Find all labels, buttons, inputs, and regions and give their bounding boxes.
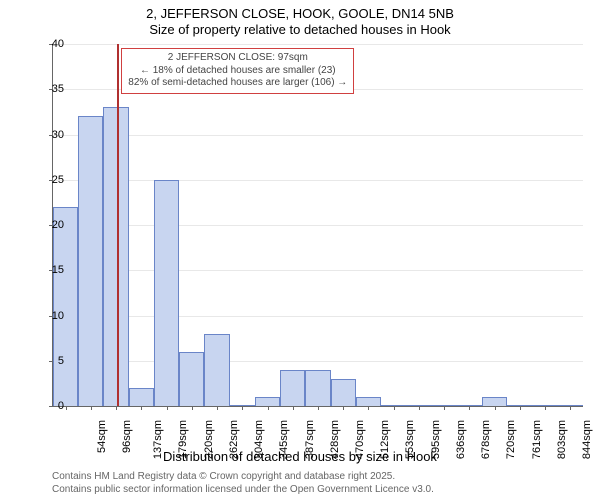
property-marker-line — [117, 44, 119, 406]
annotation-line3: 82% of semi-detached houses are larger (… — [128, 77, 347, 88]
xtick-mark — [495, 406, 496, 410]
xtick-label: 595sqm — [430, 420, 442, 459]
xtick-mark — [394, 406, 395, 410]
ytick-mark — [49, 406, 53, 407]
ytick-label: 15 — [52, 264, 64, 276]
grid-line — [53, 135, 583, 136]
footnote-line2: Contains public sector information licen… — [52, 484, 434, 495]
xtick-mark — [520, 406, 521, 410]
xtick-label: 304sqm — [253, 420, 265, 459]
xtick-label: 844sqm — [581, 420, 593, 459]
histogram-bar — [204, 334, 229, 406]
xtick-mark — [545, 406, 546, 410]
xtick-label: 678sqm — [480, 420, 492, 459]
xtick-mark — [368, 406, 369, 410]
histogram-bar — [179, 352, 204, 406]
chart-title-line1: 2, JEFFERSON CLOSE, HOOK, GOOLE, DN14 5N… — [0, 6, 600, 21]
xtick-label: 512sqm — [379, 420, 391, 459]
ytick-label: 0 — [58, 400, 64, 412]
xtick-label: 803sqm — [556, 420, 568, 459]
xtick-label: 720sqm — [506, 420, 518, 459]
footnote: Contains HM Land Registry data © Crown c… — [52, 471, 434, 496]
histogram-bar — [154, 180, 179, 406]
xtick-mark — [116, 406, 117, 410]
xtick-label: 137sqm — [152, 420, 164, 459]
xtick-label: 553sqm — [405, 420, 417, 459]
chart-container: 2, JEFFERSON CLOSE, HOOK, GOOLE, DN14 5N… — [0, 0, 600, 500]
ytick-label: 30 — [52, 129, 64, 141]
xtick-mark — [141, 406, 142, 410]
xtick-mark — [318, 406, 319, 410]
xtick-mark — [469, 406, 470, 410]
grid-line — [53, 225, 583, 226]
xtick-mark — [242, 406, 243, 410]
xtick-label: 761sqm — [531, 420, 543, 459]
ytick-label: 10 — [52, 310, 64, 322]
grid-line — [53, 361, 583, 362]
xtick-label: 220sqm — [203, 420, 215, 459]
ytick-label: 20 — [52, 219, 64, 231]
xtick-mark — [217, 406, 218, 410]
xtick-label: 470sqm — [354, 420, 366, 459]
histogram-bar — [356, 397, 381, 406]
xtick-label: 96sqm — [121, 420, 133, 453]
xtick-label: 179sqm — [177, 420, 189, 459]
xtick-mark — [570, 406, 571, 410]
xtick-label: 54sqm — [96, 420, 108, 453]
histogram-bar — [482, 397, 507, 406]
histogram-bar — [53, 207, 78, 406]
xtick-label: 345sqm — [278, 420, 290, 459]
grid-line — [53, 180, 583, 181]
chart-title-line2: Size of property relative to detached ho… — [0, 22, 600, 37]
xtick-mark — [91, 406, 92, 410]
xtick-mark — [444, 406, 445, 410]
xtick-mark — [419, 406, 420, 410]
ytick-label: 25 — [52, 174, 64, 186]
grid-line — [53, 270, 583, 271]
xtick-mark — [293, 406, 294, 410]
xtick-mark — [167, 406, 168, 410]
annotation-box: 2 JEFFERSON CLOSE: 97sqm ← 18% of detache… — [121, 48, 354, 94]
histogram-bar — [305, 370, 330, 406]
xtick-mark — [268, 406, 269, 410]
ytick-label: 35 — [52, 83, 64, 95]
xtick-mark — [66, 406, 67, 410]
histogram-bar — [280, 370, 305, 406]
histogram-bar — [103, 107, 128, 406]
ytick-label: 40 — [52, 38, 64, 50]
xtick-label: 428sqm — [329, 420, 341, 459]
histogram-bar — [78, 116, 103, 406]
grid-line — [53, 44, 583, 45]
xtick-label: 636sqm — [455, 420, 467, 459]
grid-line — [53, 316, 583, 317]
annotation-line1: 2 JEFFERSON CLOSE: 97sqm — [168, 52, 308, 63]
annotation-line2: ← 18% of detached houses are smaller (23… — [140, 65, 336, 76]
xtick-label: 262sqm — [228, 420, 240, 459]
histogram-bar — [255, 397, 280, 406]
footnote-line1: Contains HM Land Registry data © Crown c… — [52, 471, 395, 482]
xtick-mark — [192, 406, 193, 410]
ytick-label: 5 — [58, 355, 64, 367]
plot-area: 2 JEFFERSON CLOSE: 97sqm ← 18% of detache… — [52, 44, 583, 407]
histogram-bar — [129, 388, 154, 406]
histogram-bar — [331, 379, 356, 406]
xtick-mark — [343, 406, 344, 410]
xtick-label: 387sqm — [304, 420, 316, 459]
